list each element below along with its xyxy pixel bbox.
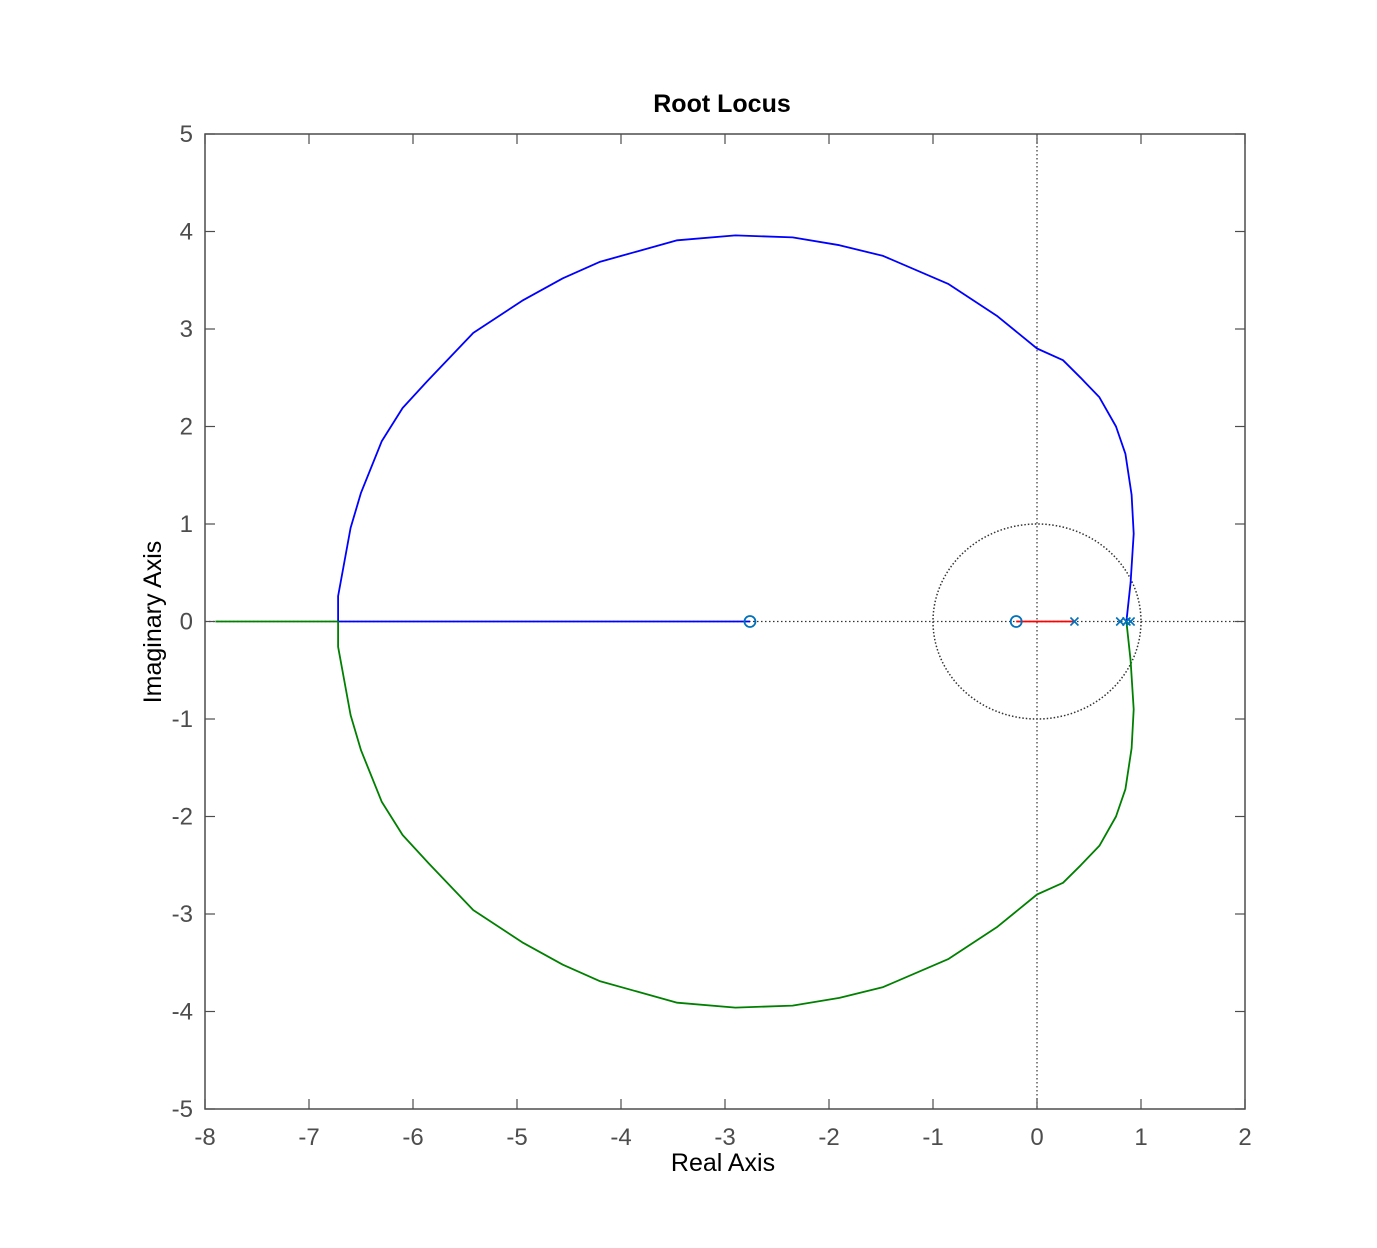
y-tick-label: -4 bbox=[172, 999, 193, 1026]
y-tick-label: 2 bbox=[180, 414, 193, 441]
zero-marker bbox=[1009, 615, 1023, 628]
x-axis-label: Real Axis bbox=[671, 1149, 775, 1177]
x-tick-label: -8 bbox=[194, 1124, 215, 1151]
x-tick-label: -6 bbox=[402, 1124, 423, 1151]
locus-branch-2 bbox=[215, 620, 1135, 1009]
y-tick-label: 3 bbox=[180, 316, 193, 343]
x-tick-label: -2 bbox=[818, 1124, 839, 1151]
x-tick-label: 0 bbox=[1030, 1124, 1043, 1151]
y-axis-label: Imaginary Axis bbox=[139, 541, 167, 704]
axis-ticks: -8 -7 -6 -5 -4 -3 -2 -1 0 1 2 -5 -4 -3 -2 -1 0 1 2 3 4 5 bbox=[172, 121, 1252, 1151]
x-tick-label: -4 bbox=[610, 1124, 631, 1151]
y-tick-label: 0 bbox=[180, 609, 193, 636]
y-tick-label: -1 bbox=[172, 706, 193, 733]
unit-circle bbox=[932, 523, 1142, 720]
y-tick-label: 4 bbox=[180, 219, 193, 246]
pole-marker bbox=[1126, 616, 1136, 627]
y-tick-label: 5 bbox=[180, 121, 193, 148]
x-tick-label: 2 bbox=[1238, 1124, 1251, 1151]
axes-box bbox=[204, 133, 1246, 1110]
zero-marker bbox=[743, 615, 757, 628]
x-tick-label: -7 bbox=[298, 1124, 319, 1151]
y-tick-label: -5 bbox=[172, 1096, 193, 1123]
pole-zero-markers bbox=[743, 615, 1136, 628]
x-tick-label: -3 bbox=[714, 1124, 735, 1151]
plot-area: -8 -7 -6 -5 -4 -3 -2 -1 0 1 2 -5 -4 -3 -2 -1 0 1 2 3 4 5 bbox=[172, 121, 1252, 1151]
y-tick-label: -2 bbox=[172, 804, 193, 831]
x-tick-label: -1 bbox=[922, 1124, 943, 1151]
locus-branch-1 bbox=[337, 234, 1135, 623]
x-tick-label: -5 bbox=[506, 1124, 527, 1151]
y-tick-label: -3 bbox=[172, 901, 193, 928]
locus-branches bbox=[215, 234, 1135, 1009]
x-tick-label: 1 bbox=[1134, 1124, 1147, 1151]
chart-title: Root Locus bbox=[653, 90, 791, 118]
pole-marker bbox=[1069, 616, 1080, 627]
y-tick-label: 1 bbox=[180, 511, 193, 538]
pole-marker bbox=[1121, 616, 1132, 627]
